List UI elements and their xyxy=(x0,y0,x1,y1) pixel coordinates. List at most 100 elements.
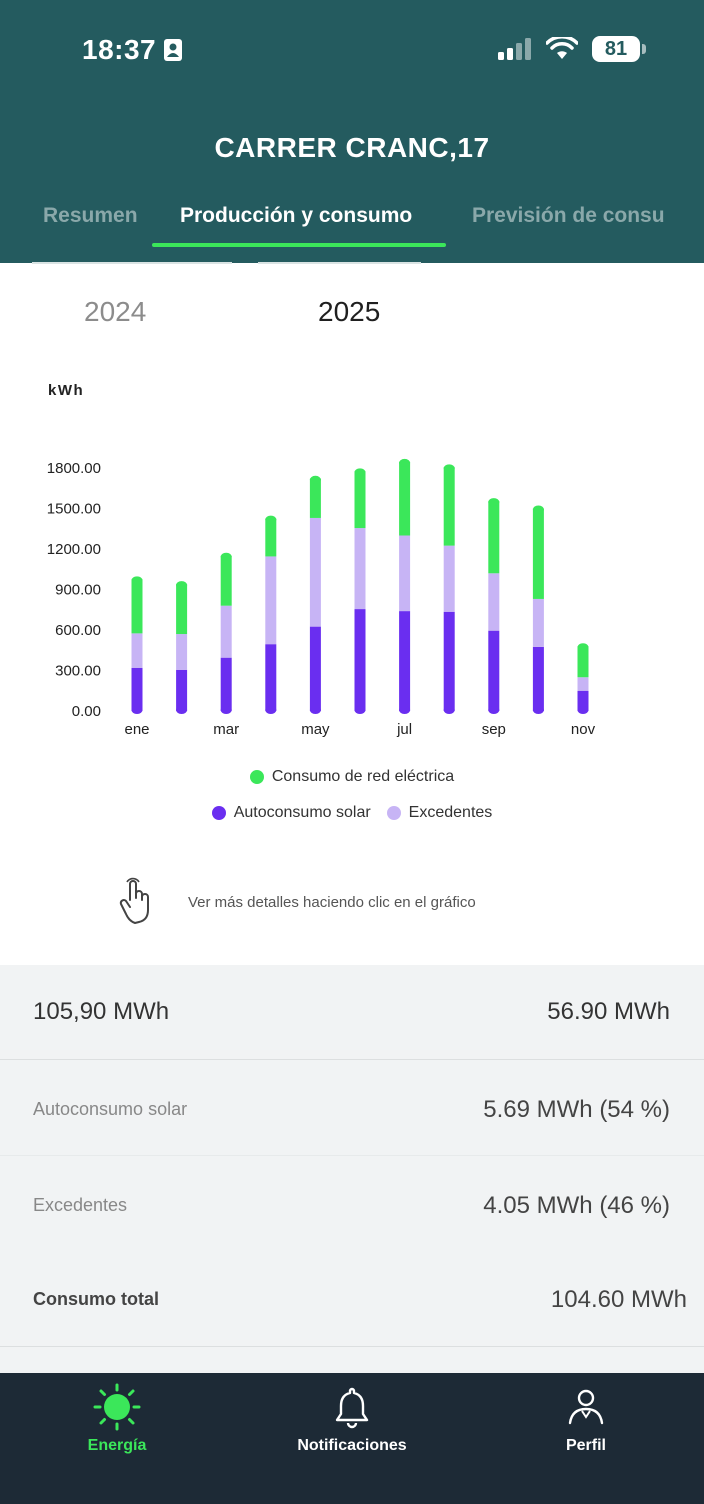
legend-item-grid: Consumo de red eléctrica xyxy=(249,768,454,786)
tab-resumen[interactable]: Resumen xyxy=(43,204,138,227)
bar-segment-nov-1[interactable] xyxy=(577,677,589,691)
bar-segment-mar-2[interactable] xyxy=(220,555,232,606)
bar-cap-abr xyxy=(265,515,277,524)
y-tick-label: 0.00 xyxy=(72,703,101,720)
user-icon xyxy=(568,1389,604,1425)
bar-cap-nov xyxy=(577,643,589,652)
bar-segment-abr-1[interactable] xyxy=(265,556,277,645)
nav-energia[interactable]: Energía xyxy=(37,1383,197,1455)
bar-base-jun xyxy=(354,706,366,714)
bar-segment-oct-1[interactable] xyxy=(532,598,544,647)
bar-segment-ago-2[interactable] xyxy=(443,467,455,546)
y-tick-label: 600.00 xyxy=(55,622,101,639)
bar-cap-ago xyxy=(443,464,455,473)
legend-row-1: Consumo de red eléctrica xyxy=(0,768,704,786)
bar-cap-feb xyxy=(176,581,188,590)
bar-cap-may xyxy=(309,475,321,484)
bar-base-abr xyxy=(265,706,277,714)
energy-bar-chart[interactable]: 1800.00 1500.00 1200.00 900.00 600.00 300.00 0… xyxy=(0,440,704,750)
bar-segment-oct-2[interactable] xyxy=(532,508,544,599)
y-tick-label: 1200.00 xyxy=(47,541,101,558)
page-title: CARRER CRANC,17 xyxy=(214,132,490,163)
active-tab-indicator xyxy=(152,243,446,247)
wifi-icon xyxy=(546,37,578,59)
bar-segment-jun-0[interactable] xyxy=(354,609,366,711)
production-total: 105,90 MWh xyxy=(33,998,170,1025)
bar-segment-nov-2[interactable] xyxy=(577,646,589,678)
summary-panel: 105,90 MWh 56.90 MWh Autoconsumo solar 5… xyxy=(0,965,704,1385)
tab-bar: Resumen Producción y consumo Previsión d… xyxy=(0,200,704,250)
bar-segment-jul-2[interactable] xyxy=(399,461,411,536)
tap-hand-icon xyxy=(119,877,149,924)
bar-segment-ene-1[interactable] xyxy=(131,633,143,668)
divider xyxy=(0,1346,704,1347)
tab-produccion-consumo[interactable]: Producción y consumo xyxy=(180,204,413,227)
bar-segment-may-0[interactable] xyxy=(309,626,321,711)
x-tick-label: ene xyxy=(124,721,149,738)
bar-segment-jun-1[interactable] xyxy=(354,528,366,610)
x-tick-label: nov xyxy=(571,721,596,738)
bar-cap-jul xyxy=(399,458,411,467)
bar-segment-feb-1[interactable] xyxy=(176,634,188,670)
bar-segment-ago-0[interactable] xyxy=(443,611,455,711)
bar-cap-oct xyxy=(532,505,544,514)
bar-segment-may-2[interactable] xyxy=(309,478,321,518)
bar-segment-abr-0[interactable] xyxy=(265,644,277,711)
bar-segment-ago-1[interactable] xyxy=(443,545,455,612)
year-2024-option[interactable]: 2024 xyxy=(84,296,147,327)
y-tick-label: 1800.00 xyxy=(47,460,101,477)
bar-segment-sep-0[interactable] xyxy=(488,630,500,711)
total-consumption-label: Consumo total xyxy=(33,1289,159,1309)
bar-segment-sep-1[interactable] xyxy=(488,573,500,631)
tab-prevision-consumo[interactable]: Previsión de consu xyxy=(472,204,665,227)
bar-segment-abr-2[interactable] xyxy=(265,518,277,557)
bar-segment-mar-0[interactable] xyxy=(220,657,232,711)
consumption-summary: 56.90 MWh xyxy=(547,998,670,1025)
bar-segment-oct-0[interactable] xyxy=(532,646,544,711)
bar-segment-feb-0[interactable] xyxy=(176,669,188,711)
bell-icon xyxy=(335,1387,369,1429)
divider xyxy=(0,1155,704,1156)
bar-segment-sep-2[interactable] xyxy=(488,501,500,574)
bar-cap-sep xyxy=(488,498,500,507)
bar-cap-jun xyxy=(354,468,366,477)
y-tick-label: 1500.00 xyxy=(47,501,101,518)
bar-segment-ene-2[interactable] xyxy=(131,579,143,634)
nav-notificaciones[interactable]: Notificaciones xyxy=(272,1383,432,1455)
year-2025-option[interactable]: 2025 xyxy=(318,296,381,327)
bar-base-may xyxy=(309,706,321,714)
contact-card-icon xyxy=(164,39,183,61)
divider xyxy=(0,1059,704,1060)
total-consumption-value: 104.60 MWh xyxy=(550,1286,687,1313)
status-time: 18:37 xyxy=(82,34,183,66)
bar-base-nov xyxy=(577,706,589,714)
y-tick-label: 300.00 xyxy=(55,663,101,680)
x-tick-label: mar xyxy=(213,721,239,738)
legend-dot-purple xyxy=(211,806,226,820)
bar-base-oct xyxy=(532,706,544,714)
nav-perfil[interactable]: Perfil xyxy=(506,1383,666,1455)
bar-segment-feb-2[interactable] xyxy=(176,584,188,635)
status-indicators: 81 xyxy=(498,36,646,62)
bar-cap-mar xyxy=(220,552,232,561)
cellular-signal-icon xyxy=(498,38,531,60)
x-tick-label: sep xyxy=(482,721,506,738)
bar-segment-may-1[interactable] xyxy=(309,517,321,627)
bar-cap-ene xyxy=(131,576,143,585)
bar-segment-nov-0[interactable] xyxy=(577,690,589,711)
year-divider xyxy=(258,262,421,264)
legend-dot-green xyxy=(249,770,264,784)
bar-segment-jul-0[interactable] xyxy=(399,611,411,711)
legend-dot-lavender xyxy=(386,806,401,820)
bar-segment-mar-1[interactable] xyxy=(220,605,232,658)
bar-base-mar xyxy=(220,706,232,714)
bar-base-ene xyxy=(131,706,143,714)
chart-hint: Ver más detalles haciendo clic en el grá… xyxy=(118,876,476,928)
bar-segment-jun-2[interactable] xyxy=(354,471,366,529)
bar-segment-jul-1[interactable] xyxy=(399,535,411,612)
bar-segment-ene-0[interactable] xyxy=(131,667,143,711)
solar-value: 5.69 MWh (54 %) xyxy=(483,1096,670,1123)
app-header: 18:37 81 CARRER CRANC,17 Resumen Producc… xyxy=(0,0,704,263)
x-tick-label: jul xyxy=(396,721,412,738)
legend-row-2: Autoconsumo solar Excedentes xyxy=(0,804,704,822)
